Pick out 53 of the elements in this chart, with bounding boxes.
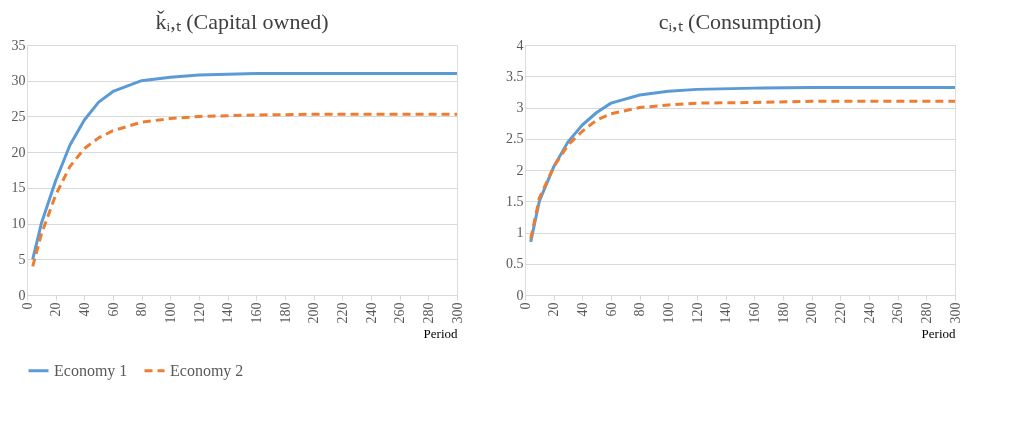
x-tick-label: 240: [363, 302, 379, 324]
x-tick-label: 280: [420, 302, 436, 324]
legend-label: Economy 1: [54, 361, 128, 380]
x-tick-label: 280: [918, 302, 934, 324]
x-axis-title: Period: [423, 325, 458, 341]
x-tick-label: 260: [890, 302, 906, 324]
x-tick-label: 300: [947, 302, 963, 324]
y-tick-label: 1: [516, 225, 524, 240]
x-tick-label: 120: [191, 302, 207, 324]
y-tick-label: 5: [18, 251, 26, 267]
y-tick-label: 4: [516, 37, 524, 53]
y-tick-label: 2.5: [506, 131, 524, 147]
y-tick-label: 0.5: [506, 256, 524, 272]
y-tick-label: 2: [516, 162, 524, 178]
x-tick-label: 40: [76, 302, 92, 317]
x-tick-label: 20: [48, 302, 64, 317]
x-tick-label: 240: [861, 302, 877, 324]
x-tick-label: 60: [105, 302, 121, 317]
x-axis-title: Period: [921, 325, 956, 341]
y-tick-label: 15: [11, 180, 26, 196]
x-tick-label: 40: [574, 302, 590, 317]
x-tick-label: 180: [277, 302, 293, 324]
line-series: [31, 72, 459, 261]
legend-label: Economy 2: [170, 361, 244, 380]
x-tick-label: 80: [134, 302, 150, 317]
chart-title: ǩᵢ,ₜ (Capital owned): [155, 9, 329, 34]
x-tick-label: 20: [546, 302, 562, 317]
x-tick-label: 300: [449, 302, 465, 324]
y-tick-label: 10: [11, 216, 26, 232]
x-tick-label: 200: [804, 302, 820, 324]
x-tick-label: 220: [832, 302, 848, 324]
x-tick-label: 260: [392, 302, 408, 324]
y-tick-label: 3.5: [506, 68, 524, 84]
x-tick-label: 120: [689, 302, 705, 324]
x-tick-label: 80: [632, 302, 648, 317]
x-tick-label: 200: [306, 302, 322, 324]
y-tick-label: 20: [11, 144, 26, 160]
chart-title: cᵢ,ₜ (Consumption): [658, 9, 822, 34]
y-tick-label: 35: [11, 37, 26, 53]
y-tick-label: 30: [11, 73, 26, 89]
x-tick-label: 60: [603, 302, 619, 317]
x-tick-label: 140: [718, 302, 734, 324]
x-tick-label: 220: [334, 302, 350, 324]
y-tick-label: 3: [516, 100, 524, 115]
y-tick-label: 1.5: [506, 193, 524, 209]
x-tick-label: 160: [746, 302, 762, 324]
x-tick-label: 140: [220, 302, 236, 324]
x-tick-label: 100: [660, 302, 676, 324]
x-tick-label: 100: [162, 302, 178, 324]
line-series: [31, 112, 459, 268]
y-tick-label: 25: [11, 108, 26, 124]
x-tick-label: 160: [248, 302, 264, 324]
x-tick-label: 180: [775, 302, 791, 324]
